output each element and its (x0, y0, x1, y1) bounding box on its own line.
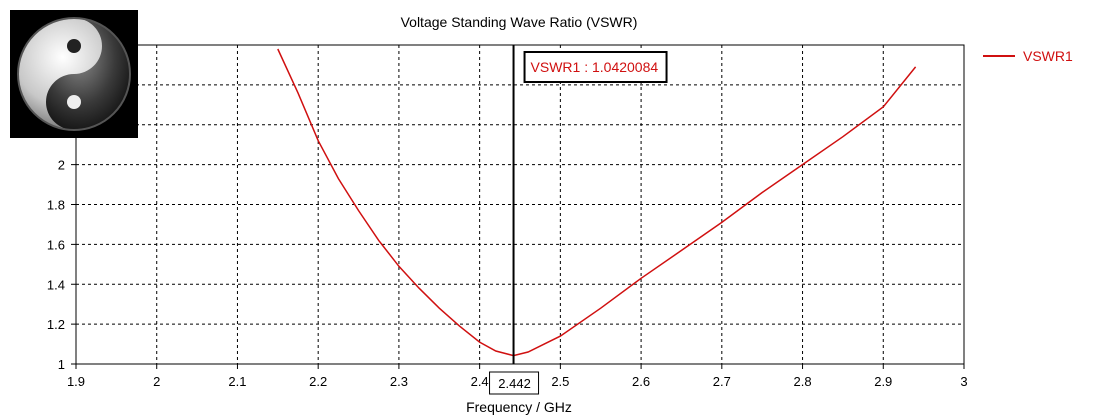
x-tick-label: 1.9 (67, 374, 85, 389)
y-tick-label: 1.2 (47, 317, 65, 332)
y-tick-label: 1.8 (47, 198, 65, 213)
y-tick-label: 2 (58, 158, 65, 173)
x-tick-label: 2.6 (632, 374, 650, 389)
marker-group: VSWR1 : 1.0420084 2.442 (489, 45, 668, 395)
legend-label-vswr1: VSWR1 (1023, 48, 1073, 64)
x-tick-label: 2.2 (309, 374, 327, 389)
x-tick-label: 2.3 (390, 374, 408, 389)
marker-label: VSWR1 : 1.0420084 (531, 59, 659, 75)
y-tick-label: 1.6 (47, 237, 65, 252)
legend: VSWR1 (983, 48, 1073, 64)
x-tick-label: 2.5 (551, 374, 569, 389)
x-tick-label: 2.4 (471, 374, 489, 389)
x-tick-label: 2.9 (874, 374, 892, 389)
grid-lines (76, 45, 964, 364)
marker-label-box (523, 51, 668, 83)
x-tick-label: 2.1 (228, 374, 246, 389)
y-tick-label: 1 (58, 357, 65, 372)
x-tick-label: 2.7 (713, 374, 731, 389)
yin-yang-logo (10, 10, 138, 138)
x-tick-label: 3 (960, 374, 967, 389)
y-tick-label: 1.4 (47, 277, 65, 292)
chart-title: Voltage Standing Wave Ratio (VSWR) (401, 14, 638, 30)
x-tick-label: 2 (153, 374, 160, 389)
marker-x-box (489, 371, 540, 395)
x-axis-ticks: 1.9 2 2.1 2.2 2.3 2.4 2.5 2.6 2.7 2.8 2.9 3 (67, 364, 968, 389)
y-axis-ticks: 1 1.2 1.4 1.6 1.8 2 (47, 84, 76, 372)
marker-x-label: 2.442 (498, 376, 531, 391)
x-tick-label: 2.8 (794, 374, 812, 389)
x-axis-label: Frequency / GHz (466, 399, 572, 415)
